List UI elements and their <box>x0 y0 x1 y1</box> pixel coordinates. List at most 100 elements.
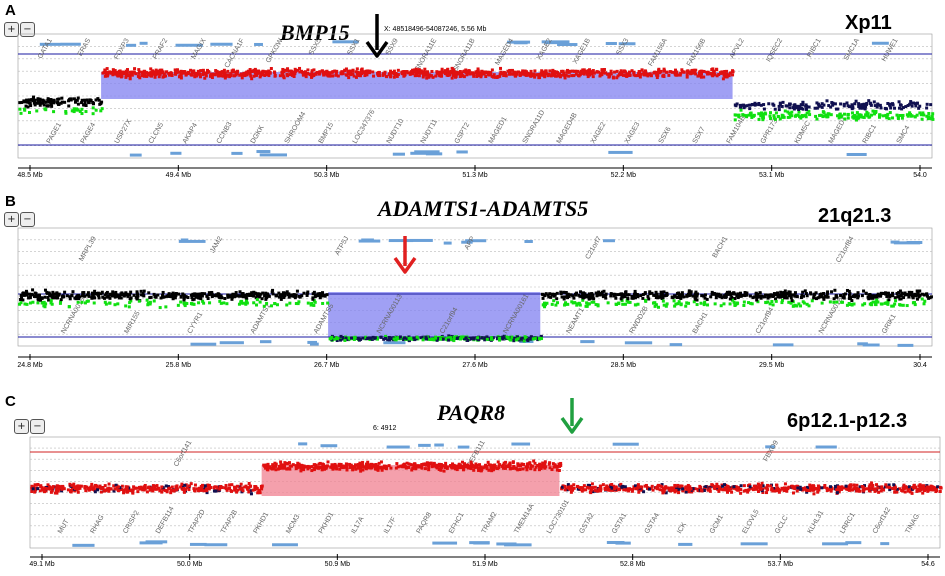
data-point <box>731 69 735 73</box>
data-point <box>284 462 288 466</box>
data-point <box>124 72 128 76</box>
data-point <box>541 303 545 307</box>
zoom-out-icon[interactable]: − <box>20 22 35 37</box>
data-point <box>524 465 528 469</box>
data-point <box>409 71 413 75</box>
data-point <box>231 68 235 72</box>
data-point <box>208 292 212 296</box>
data-point <box>75 108 79 112</box>
data-point <box>112 484 116 488</box>
data-point <box>601 483 605 487</box>
data-point <box>503 466 507 470</box>
zoom-in-icon[interactable]: + <box>4 22 19 37</box>
data-point <box>532 459 536 463</box>
data-point <box>789 296 793 300</box>
data-point <box>27 296 31 300</box>
data-point <box>278 74 282 78</box>
data-point <box>750 115 754 119</box>
data-point <box>580 291 584 295</box>
data-point <box>725 72 729 76</box>
data-point <box>668 486 672 490</box>
data-point <box>91 112 95 116</box>
zoom-out-icon[interactable]: − <box>20 212 35 227</box>
data-point <box>591 75 595 79</box>
data-point <box>191 292 195 296</box>
data-point <box>577 73 581 77</box>
data-point <box>423 462 427 466</box>
data-point <box>113 487 117 491</box>
data-point <box>231 292 235 296</box>
data-point <box>565 68 569 72</box>
data-point <box>835 300 839 304</box>
data-point <box>400 70 404 74</box>
data-point <box>759 103 763 107</box>
data-point <box>874 295 878 299</box>
data-point <box>364 335 368 339</box>
data-point <box>806 485 810 489</box>
data-point <box>194 295 198 299</box>
data-point <box>430 337 434 341</box>
data-point <box>702 488 706 492</box>
data-point <box>783 296 787 300</box>
data-point <box>266 465 270 469</box>
data-point <box>312 463 316 467</box>
data-point <box>909 101 913 105</box>
zoom-in-icon[interactable]: + <box>14 419 29 434</box>
tick-label: 54.6 <box>921 561 935 568</box>
gene-box <box>256 150 271 154</box>
zoom-out-icon[interactable]: − <box>30 419 45 434</box>
data-point <box>774 299 778 303</box>
data-point <box>185 486 189 490</box>
data-point <box>706 303 710 307</box>
data-point <box>675 292 679 296</box>
data-point <box>392 75 396 79</box>
data-point <box>830 101 834 105</box>
data-point <box>634 74 638 78</box>
data-point <box>84 489 88 493</box>
data-point <box>210 295 214 299</box>
data-point <box>938 485 942 489</box>
data-point <box>63 100 67 104</box>
data-point <box>476 72 480 76</box>
data-point <box>208 301 212 305</box>
data-point <box>374 467 378 471</box>
data-point <box>290 73 294 77</box>
data-point <box>330 74 334 78</box>
data-point <box>616 74 620 78</box>
data-point <box>615 69 619 73</box>
data-point <box>214 69 218 73</box>
data-point <box>826 295 830 299</box>
data-point <box>366 463 370 467</box>
data-point <box>225 488 229 492</box>
tick-label: 51.9 Mb <box>472 561 497 568</box>
gene-box <box>513 41 528 45</box>
data-point <box>616 293 620 297</box>
gene-label: MAGED4 <box>494 37 515 66</box>
data-point <box>57 102 61 106</box>
data-point <box>452 464 456 468</box>
data-point <box>248 72 252 76</box>
data-point <box>428 338 432 342</box>
data-point <box>483 465 487 469</box>
data-point <box>820 295 824 299</box>
data-point <box>469 460 473 464</box>
data-point <box>585 293 589 297</box>
data-point <box>452 72 456 76</box>
zoom-in-icon[interactable]: + <box>4 212 19 227</box>
data-point <box>234 486 238 490</box>
data-point <box>250 77 254 81</box>
data-point <box>317 72 321 76</box>
data-point <box>392 337 396 341</box>
data-point <box>201 68 205 72</box>
data-point <box>407 462 411 466</box>
panel-b-letter: B <box>5 193 16 210</box>
data-point <box>552 73 556 77</box>
data-point <box>771 303 775 307</box>
data-point <box>529 463 533 467</box>
tick-label: 50.0 Mb <box>177 561 202 568</box>
gene-box <box>178 239 206 243</box>
data-point <box>893 296 897 300</box>
data-point <box>518 464 522 468</box>
data-point <box>125 487 129 491</box>
data-point <box>145 490 149 494</box>
